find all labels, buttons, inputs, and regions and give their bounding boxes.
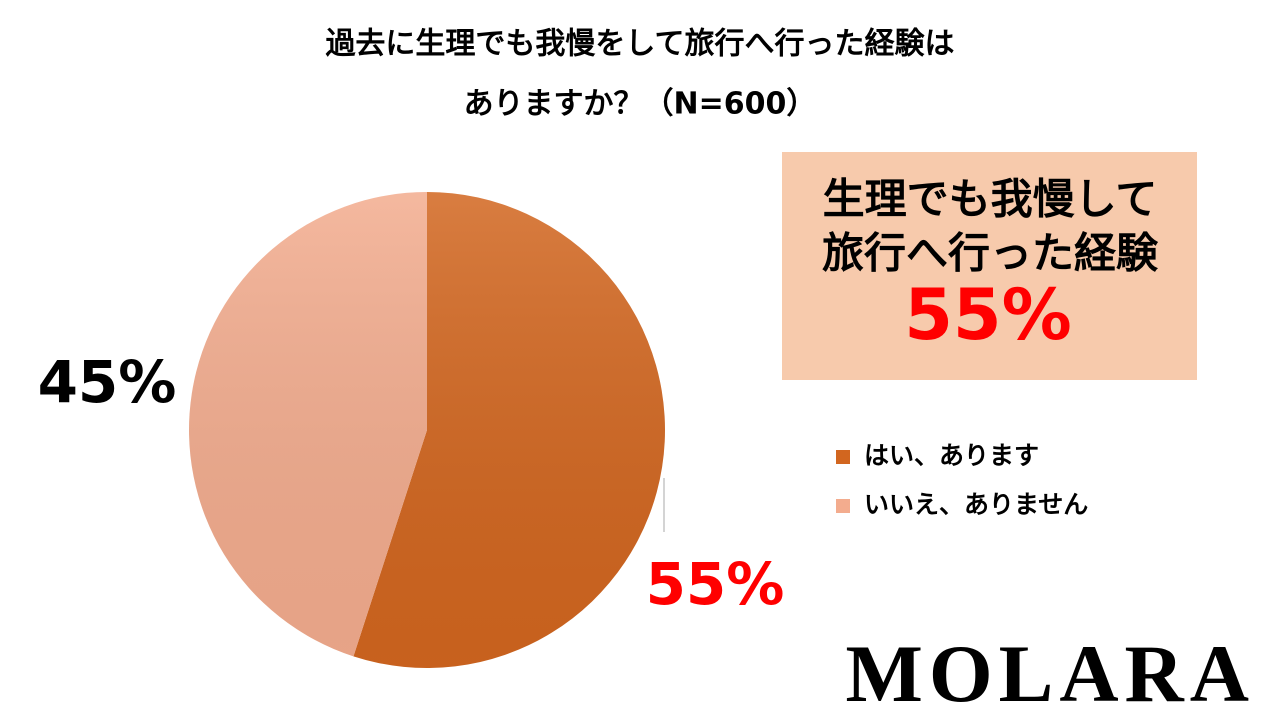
callout-text: 旅行へ行った経験	[822, 229, 1159, 278]
chart-title: 過去に生理でも我慢をして旅行へ行った経験は	[325, 27, 954, 62]
data-label: 45%	[38, 348, 177, 416]
legend-swatch	[836, 450, 850, 464]
chart-title: ありますか？（N=600）	[464, 87, 817, 122]
legend-label: はい、あります	[864, 441, 1039, 470]
brand-logo: MOLARA	[845, 628, 1255, 719]
callout-text: 生理でも我慢して	[823, 175, 1158, 224]
pie	[188, 192, 665, 668]
callout-value: 55%	[904, 274, 1072, 356]
callout-box	[782, 152, 1197, 380]
legend-swatch	[836, 499, 850, 513]
data-label: 55%	[646, 550, 785, 618]
legend-label: いいえ、ありません	[864, 490, 1088, 519]
